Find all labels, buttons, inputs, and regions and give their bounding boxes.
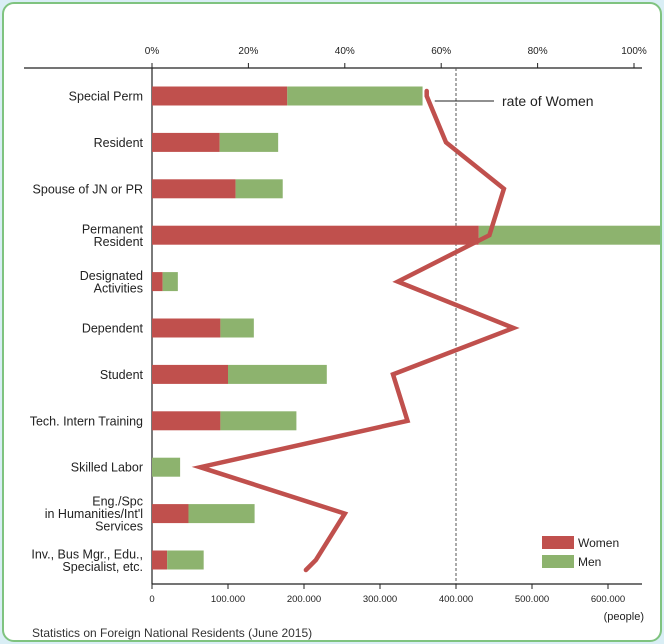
bar-men: [219, 132, 279, 152]
category-label: Services: [95, 520, 143, 534]
rate-callout-label: rate of Women: [502, 93, 594, 109]
bar-women: [152, 411, 221, 431]
category-label: Special Perm: [69, 90, 143, 104]
category-label: Inv., Bus Mgr., Edu.,: [31, 547, 143, 561]
bar-men: [188, 504, 255, 524]
top-axis-tick-label: 0%: [145, 46, 160, 57]
bar-women: [152, 504, 189, 524]
top-axis-tick-label: 80%: [528, 46, 548, 57]
women-rate-line: [191, 88, 520, 573]
bar-men: [167, 550, 204, 570]
top-axis-tick-label: 60%: [431, 46, 451, 57]
x-axis-tick-label: 400.000: [439, 594, 473, 605]
chart-svg: 0% 20% 40% 60% 80% 100% 0 100.000 200.000 300.000…: [24, 46, 660, 623]
bar-men: [152, 457, 181, 477]
bar-women: [152, 550, 168, 570]
category-label: Spouse of JN or PR: [33, 182, 143, 196]
bar-women: [152, 179, 236, 199]
category-label: Eng./Spc: [92, 495, 143, 509]
legend-swatch-men: [542, 555, 574, 568]
bar-men: [478, 225, 660, 245]
x-axis-tick-label: 500.000: [515, 594, 549, 605]
x-axis-tick-label: 200.000: [287, 594, 321, 605]
category-label: in Humanities/Int'l: [45, 507, 143, 521]
bar-women: [152, 86, 288, 106]
legend-label-women: Women: [578, 536, 619, 550]
top-axis-tick-label: 40%: [335, 46, 355, 57]
bar-women: [152, 272, 163, 292]
legend-label-men: Men: [578, 555, 601, 569]
category-label: Tech. Intern Training: [30, 414, 143, 428]
x-axis-tick-label: 0: [149, 594, 154, 605]
category-label: Designated: [80, 269, 143, 283]
bar-men: [228, 364, 327, 384]
chart-caption: Statistics on Foreign National Residents…: [32, 626, 313, 640]
bar-women: [152, 318, 221, 338]
legend-swatch-women: [542, 536, 574, 549]
bar-women: [152, 132, 220, 152]
top-axis-tick-label: 100%: [621, 46, 647, 57]
category-label: Student: [100, 368, 144, 382]
category-label: Permanent: [82, 222, 144, 236]
bar-women: [152, 364, 228, 384]
top-axis-tick-label: 20%: [238, 46, 258, 57]
bar-men: [220, 318, 254, 338]
x-axis-tick-label: 600.000: [591, 594, 625, 605]
category-label: Dependent: [82, 322, 144, 336]
bar-men: [220, 411, 297, 431]
x-axis-tick-label: 300.000: [363, 594, 397, 605]
category-label: Activities: [94, 281, 143, 295]
category-label: Specialist, etc.: [62, 560, 143, 574]
bar-men: [235, 179, 283, 199]
bar-men: [287, 86, 423, 106]
x-axis-unit-label: (people): [604, 611, 644, 623]
category-label: Skilled Labor: [71, 461, 143, 475]
bar-women: [152, 225, 479, 245]
bar-men: [162, 272, 178, 292]
category-label: Resident: [94, 235, 144, 249]
category-label: Resident: [94, 136, 144, 150]
x-axis-tick-label: 100.000: [211, 594, 245, 605]
